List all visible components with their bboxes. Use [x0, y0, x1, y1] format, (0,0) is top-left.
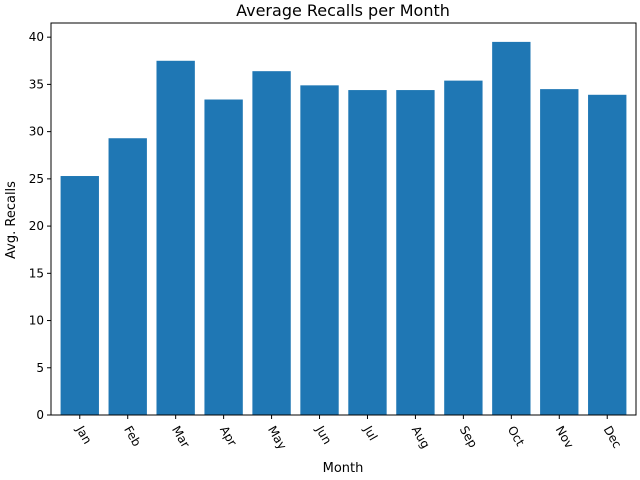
- y-tick-label-20: 20: [29, 219, 44, 233]
- bar-jun: [300, 85, 339, 416]
- x-axis-label: Month: [323, 461, 364, 476]
- y-tick-label-15: 15: [29, 266, 44, 280]
- y-tick-label-30: 30: [29, 125, 44, 139]
- chart-title: Average Recalls per Month: [236, 1, 450, 20]
- bar-sep: [444, 80, 483, 416]
- y-tick-label-25: 25: [29, 172, 44, 186]
- bar-oct: [492, 41, 531, 415]
- bar-aug: [396, 90, 435, 415]
- bar-jan: [60, 176, 99, 415]
- y-tick-label-40: 40: [29, 30, 44, 44]
- y-tick-label-5: 5: [36, 361, 44, 375]
- bar-feb: [108, 138, 147, 415]
- y-axis-label: Avg. Recalls: [4, 181, 19, 259]
- bar-may: [252, 71, 291, 415]
- bars-layer: [60, 41, 627, 416]
- plot-frame: [50, 22, 637, 416]
- y-tick-label-10: 10: [29, 314, 44, 328]
- y-tick-label-35: 35: [29, 77, 44, 91]
- bar-jul: [348, 90, 387, 415]
- bar-nov: [540, 89, 579, 415]
- bar-apr: [204, 99, 243, 416]
- bar-mar: [156, 60, 195, 415]
- y-tick-label-0: 0: [36, 408, 44, 422]
- x-tick-label-jul: Jul: [360, 423, 380, 443]
- bar-dec: [588, 94, 627, 415]
